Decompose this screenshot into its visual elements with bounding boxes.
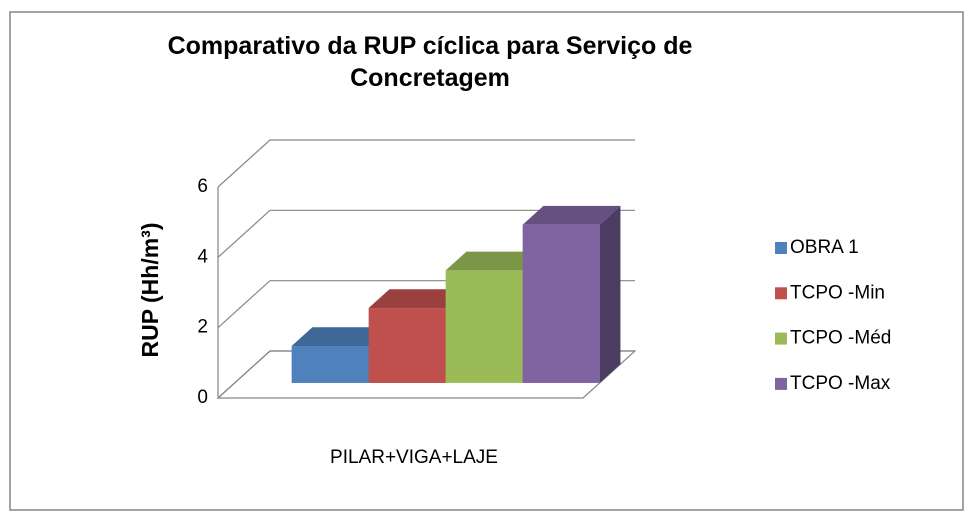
bar-top <box>368 289 467 309</box>
legend-label: TCPO -Méd <box>790 328 891 349</box>
y-tick-label: 0 <box>197 387 208 408</box>
y-tick-label: 4 <box>197 246 208 267</box>
bar <box>291 346 369 383</box>
grid-line <box>217 139 635 188</box>
y-tick-label: 2 <box>197 317 208 338</box>
legend-label: OBRA 1 <box>790 237 859 258</box>
bar <box>368 308 446 383</box>
bar-side <box>599 205 621 383</box>
legend-swatch <box>775 287 787 300</box>
bar <box>445 270 523 383</box>
bar-top <box>445 251 544 271</box>
legend-label: TCPO -Min <box>790 282 885 303</box>
legend-swatch <box>775 332 787 345</box>
bar <box>522 224 600 383</box>
chart-title: Comparativo da RUP cíclica para Serviço … <box>167 32 693 92</box>
legend-swatch <box>775 242 787 254</box>
x-tick-label: PILAR+VIGA+LAJE <box>330 447 498 468</box>
bar-top <box>522 205 621 225</box>
grid-line <box>217 209 635 258</box>
y-axis-title: RUP (Hh/m³) <box>137 222 163 357</box>
legend-swatch <box>775 377 787 390</box>
bar-top <box>291 327 390 347</box>
legend-label: TCPO -Max <box>790 373 891 394</box>
y-tick-label: 6 <box>197 176 208 197</box>
